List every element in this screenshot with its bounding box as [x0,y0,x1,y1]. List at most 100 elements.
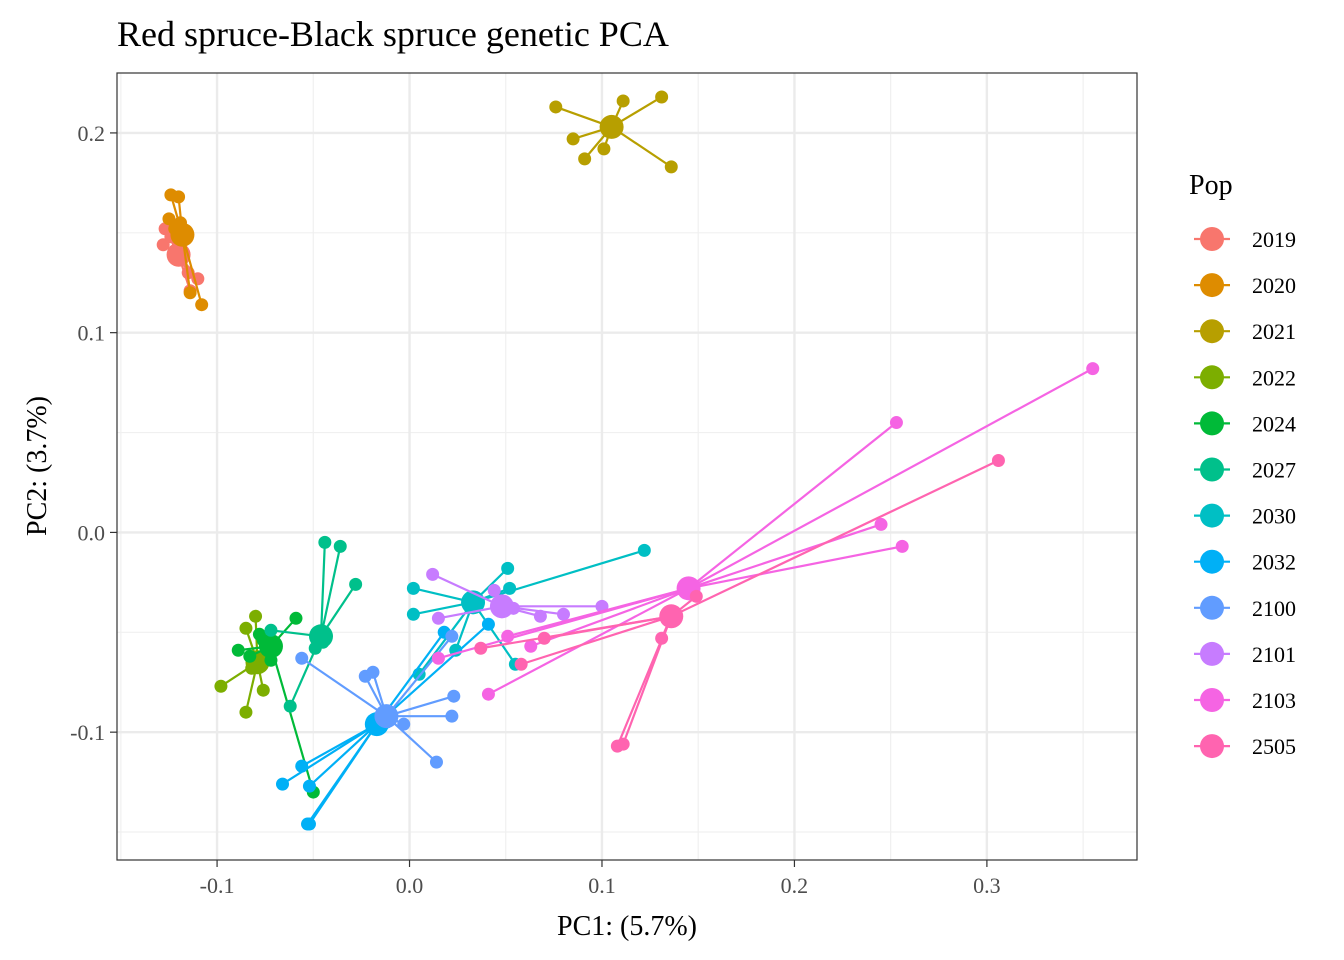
spider-line [472,549,645,604]
data-point [172,190,186,204]
spider-line [687,421,898,590]
data-point [514,657,528,671]
data-point [318,535,332,549]
legend-item-2022: 2022 [1194,365,1296,390]
data-point [295,651,309,665]
spider-line [385,635,453,717]
data-point [239,705,253,719]
data-point [597,142,611,156]
data-point [431,611,445,625]
series-2027 [264,535,363,713]
legend-label: 2019 [1252,227,1296,252]
x-tick-label: 0.3 [973,873,1001,898]
y-tick-label: -0.1 [70,720,105,745]
spider-line [480,615,672,650]
legend: Pop 2019 2020 2021 2022 2024 2027 2030 2032 2100… [1189,170,1296,759]
x-tick-label: 0.0 [396,873,424,898]
legend-item-2032: 2032 [1194,549,1296,575]
data-point [655,90,669,104]
data-point [276,777,290,791]
data-point [264,623,278,637]
data-point [429,755,443,769]
data-point [481,617,495,631]
data-point [487,583,501,597]
legend-item-2505: 2505 [1194,734,1296,759]
spider-line [181,234,203,305]
data-point [616,94,630,108]
data-point [183,286,197,300]
legend-item-2021: 2021 [1194,319,1296,344]
legend-label: 2022 [1252,365,1296,390]
data-point [501,629,515,643]
data-point [503,581,517,595]
data-point [243,649,257,663]
data-point [655,631,669,645]
y-axis: -0.1 0.0 0.1 0.2 [70,121,117,745]
series-2101 [426,567,609,625]
legend-title: Pop [1189,170,1233,201]
legend-key-point [1200,365,1224,390]
legend-item-2103: 2103 [1194,688,1296,713]
data-point [366,665,380,679]
centroid-point [309,624,333,649]
legend-label: 2024 [1252,411,1296,436]
data-point [214,679,228,693]
centroid-point [599,114,624,139]
x-axis-title: PC1: (5.7%) [557,911,697,942]
y-axis-title: PC2: (3.7%) [22,396,53,536]
data-point [533,609,547,623]
data-point [195,298,209,312]
legend-key-point [1200,641,1224,666]
data-point [1086,362,1100,376]
data-point [549,100,563,114]
series-2100 [295,629,461,769]
data-point [566,132,580,146]
spider-line [472,601,517,665]
legend-item-2020: 2020 [1194,273,1296,298]
y-tick-label: 0.0 [78,520,106,545]
series-2505 [474,454,1005,753]
data-point [431,651,445,665]
legend-key-point [1200,688,1224,712]
data-point [231,643,245,657]
centroid-point [170,222,195,247]
series-2020 [162,188,209,312]
data-point [162,212,176,226]
data-point [637,543,651,557]
data-point [537,631,551,645]
legend-label: 2100 [1252,596,1296,621]
data-point [289,611,303,625]
data-point [447,689,461,703]
spider-line [520,615,672,666]
data-point [556,607,570,621]
legend-key-point [1200,595,1224,620]
centroid-point [374,704,399,729]
spider-line [670,459,999,618]
data-point [578,152,592,166]
data-point [406,607,420,621]
legend-item-2019: 2019 [1194,227,1296,252]
legend-label: 2101 [1252,642,1296,667]
x-tick-label: 0.2 [781,873,809,898]
spider-line [308,723,378,787]
data-point [406,581,420,595]
legend-item-2027: 2027 [1194,457,1296,483]
spider-line [688,367,1094,590]
data-point [156,238,170,252]
spider-line [319,546,342,637]
spider-line [432,573,503,608]
data-point [283,699,297,713]
legend-label: 2505 [1252,734,1296,759]
legend-item-2024: 2024 [1194,411,1296,436]
y-tick-label: 0.2 [78,121,106,146]
legend-key-point [1200,411,1224,436]
legend-key-point [1200,549,1224,574]
data-point [474,641,488,655]
x-tick-label: -0.1 [200,873,235,898]
spider-line [301,657,388,718]
x-tick-label: 0.1 [588,873,616,898]
data-point [426,567,440,581]
legend-key-point [1200,319,1224,344]
data-point [333,539,347,553]
